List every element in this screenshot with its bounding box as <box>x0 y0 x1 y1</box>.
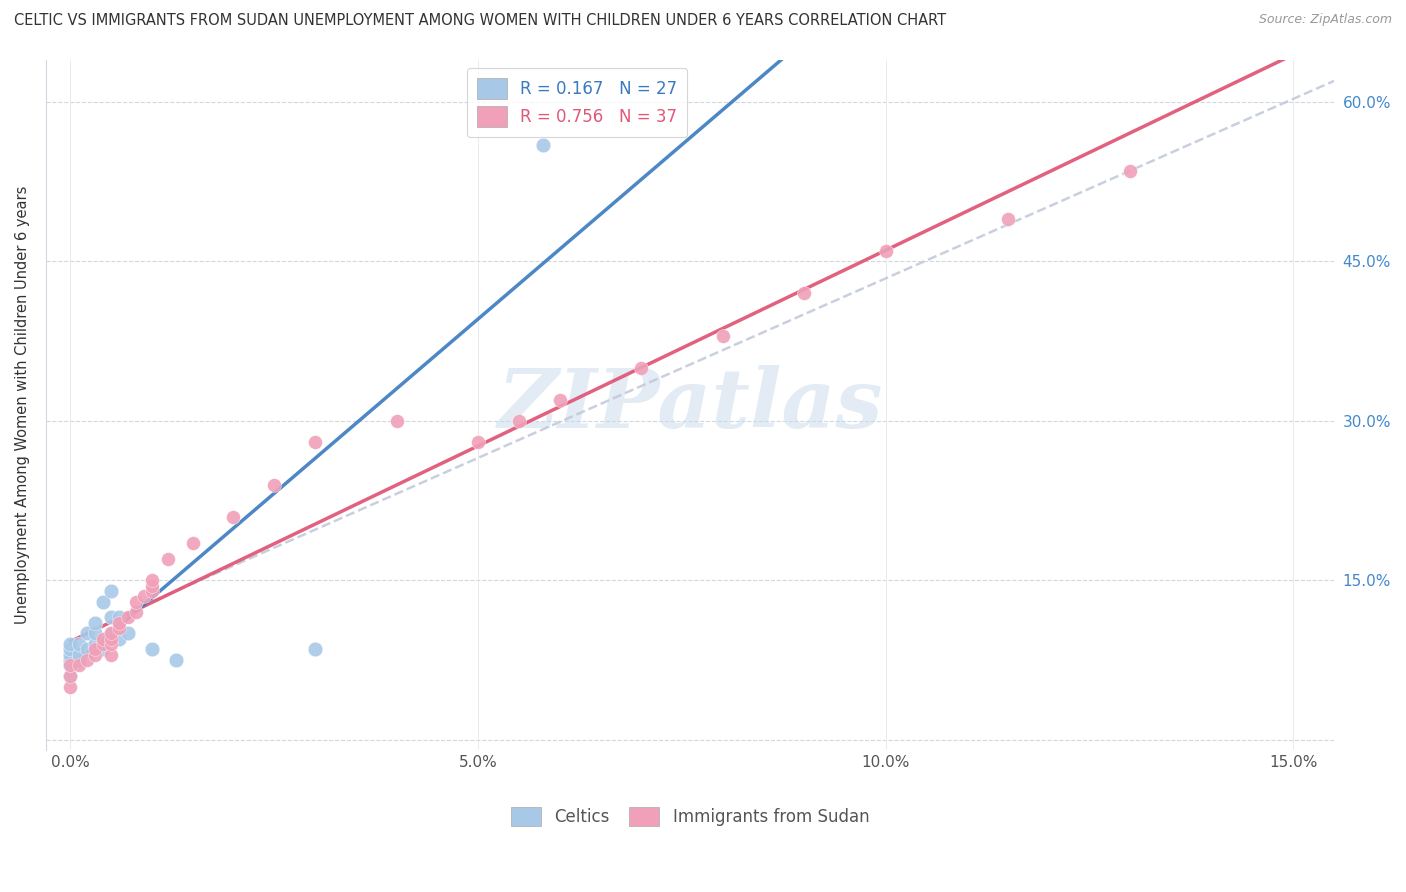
Point <box>548 392 571 407</box>
Point <box>222 509 245 524</box>
Point <box>83 637 105 651</box>
Point <box>997 212 1019 227</box>
Point <box>67 648 90 662</box>
Text: CELTIC VS IMMIGRANTS FROM SUDAN UNEMPLOYMENT AMONG WOMEN WITH CHILDREN UNDER 6 Y: CELTIC VS IMMIGRANTS FROM SUDAN UNEMPLOY… <box>14 13 946 29</box>
Point <box>100 632 122 646</box>
Point <box>83 642 105 657</box>
Point <box>83 648 105 662</box>
Point <box>793 286 815 301</box>
Point <box>91 637 114 651</box>
Point <box>385 414 408 428</box>
Point <box>467 435 489 450</box>
Point <box>117 610 139 624</box>
Point <box>91 632 114 646</box>
Point <box>108 632 131 646</box>
Point <box>91 642 114 657</box>
Point <box>67 637 90 651</box>
Point <box>181 536 204 550</box>
Point <box>59 658 82 673</box>
Point <box>76 653 98 667</box>
Point <box>165 653 187 667</box>
Point <box>124 594 146 608</box>
Point <box>124 605 146 619</box>
Point <box>263 477 285 491</box>
Point <box>531 137 554 152</box>
Point <box>59 637 82 651</box>
Point <box>157 552 180 566</box>
Point <box>100 583 122 598</box>
Point <box>141 574 163 588</box>
Point <box>711 329 734 343</box>
Point <box>59 669 82 683</box>
Point <box>304 435 326 450</box>
Point <box>117 626 139 640</box>
Point <box>108 621 131 635</box>
Point <box>100 626 122 640</box>
Text: ZIPatlas: ZIPatlas <box>498 365 883 445</box>
Point <box>59 680 82 694</box>
Point <box>630 360 652 375</box>
Point <box>83 626 105 640</box>
Point <box>59 658 82 673</box>
Legend: Celtics, Immigrants from Sudan: Celtics, Immigrants from Sudan <box>505 800 876 832</box>
Point <box>132 589 155 603</box>
Point <box>59 648 82 662</box>
Point <box>76 626 98 640</box>
Point <box>83 615 105 630</box>
Point <box>91 594 114 608</box>
Point <box>100 626 122 640</box>
Point <box>108 610 131 624</box>
Point <box>508 414 530 428</box>
Point <box>108 621 131 635</box>
Point <box>108 615 131 630</box>
Point <box>1119 164 1142 178</box>
Point <box>67 653 90 667</box>
Point <box>100 637 122 651</box>
Point <box>76 642 98 657</box>
Point <box>141 578 163 592</box>
Point <box>100 610 122 624</box>
Point <box>875 244 897 258</box>
Point <box>59 669 82 683</box>
Text: Source: ZipAtlas.com: Source: ZipAtlas.com <box>1258 13 1392 27</box>
Point <box>141 583 163 598</box>
Point <box>67 658 90 673</box>
Y-axis label: Unemployment Among Women with Children Under 6 years: Unemployment Among Women with Children U… <box>15 186 30 624</box>
Point <box>59 642 82 657</box>
Point <box>304 642 326 657</box>
Point <box>59 653 82 667</box>
Point <box>141 642 163 657</box>
Point <box>100 648 122 662</box>
